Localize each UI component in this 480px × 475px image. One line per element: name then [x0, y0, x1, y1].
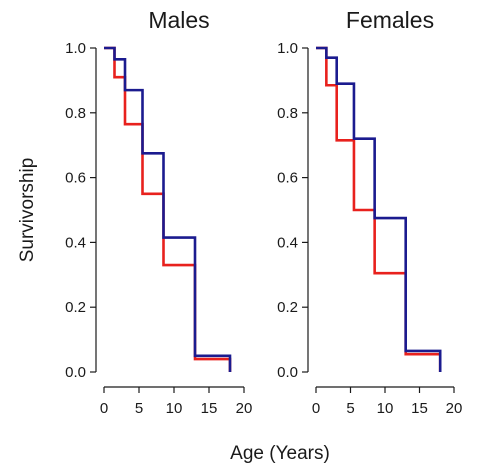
y-tick-label: 0.0 [65, 364, 86, 381]
x-tick-label: 0 [100, 400, 108, 417]
red-survivorship-series [316, 46, 442, 372]
y-tick-label: 0.6 [277, 170, 298, 187]
x-tick-label: 20 [446, 400, 463, 417]
x-tick-label: 5 [346, 400, 354, 417]
y-tick-label: 0.2 [277, 299, 298, 316]
y-tick-label: 0.8 [277, 105, 298, 122]
x-tick-label: 0 [312, 400, 320, 417]
y-tick-label: 0.2 [65, 299, 86, 316]
panel-1: Females 0.0 0.2 0.4 0.6 0.8 1.0 0 5 10 15 20 [277, 7, 462, 417]
y-tick-label: 0.0 [277, 364, 298, 381]
x-tick-label: 5 [135, 400, 143, 417]
x-tick-label: 10 [166, 400, 183, 417]
y-tick-label: 0.4 [277, 234, 298, 251]
y-tick-label: 1.0 [65, 40, 86, 57]
x-tick-label: 20 [236, 400, 253, 417]
y-tick-label: 0.6 [65, 170, 86, 187]
red-survivorship-series [104, 46, 232, 372]
x-tick-label: 15 [411, 400, 428, 417]
y-tick-label: 0.8 [65, 105, 86, 122]
panels-group: Males 0.0 0.2 0.4 0.6 0.8 1.0 0 5 10 15 20 Females 0.… [65, 7, 462, 417]
panel-0: Males 0.0 0.2 0.4 0.6 0.8 1.0 0 5 10 15 20 [65, 7, 252, 417]
y-tick-label: 0.4 [65, 234, 86, 251]
blue-survivorship-series [104, 46, 232, 372]
panel-title: Females [346, 7, 434, 33]
blue-survivorship-series [316, 46, 442, 372]
x-axis-title: Age (Years) [230, 443, 330, 464]
y-tick-label: 1.0 [277, 40, 298, 57]
panel-title: Males [148, 7, 209, 33]
y-axis-title: Survivorship [17, 158, 38, 263]
x-tick-label: 15 [201, 400, 218, 417]
x-tick-label: 10 [377, 400, 394, 417]
